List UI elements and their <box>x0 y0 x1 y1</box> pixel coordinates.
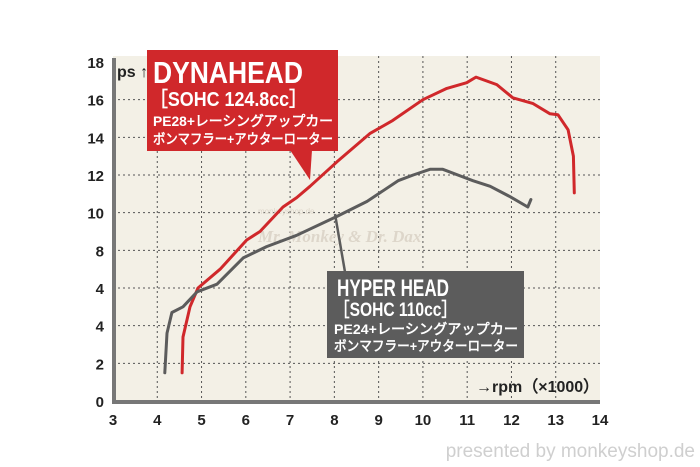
hyperhead-callout: HYPER HEAD ［SOHC 110cc］ PE24+レーシングアップカー … <box>327 213 524 358</box>
hyperhead-line2: ボンマフラー+アウターローター <box>334 338 518 354</box>
dynahead-callout-box <box>147 50 338 151</box>
y-tick-label: 4 <box>96 319 105 336</box>
watermark-presented: presented by monkeyshop.de <box>446 441 695 462</box>
y-axis-label: ps ↑ <box>117 64 148 81</box>
y-tick-label: 18 <box>87 55 104 72</box>
x-tick-label: 9 <box>374 412 382 429</box>
dynahead-line2: ボンマフラー+アウターローター <box>153 131 333 147</box>
x-tick-label: 8 <box>330 412 338 429</box>
x-tick-label: 13 <box>547 412 564 429</box>
watermark-small: monkeyshop.de <box>258 207 315 216</box>
y-tick-label: 0 <box>96 394 104 411</box>
series-line-hyper-head <box>163 167 533 375</box>
x-tick-label: 5 <box>197 412 205 429</box>
dynahead-callout-pointer <box>290 150 312 180</box>
dynahead-spec: ［SOHC 124.8cc］ <box>150 87 307 111</box>
x-axis-label: →rpm（×1000） <box>476 378 599 396</box>
hyperhead-title: HYPER HEAD <box>337 275 449 302</box>
series-lines <box>163 75 576 375</box>
x-tick-label: 7 <box>286 412 294 429</box>
y-tick-label: 12 <box>87 168 104 185</box>
y-tick-label: 10 <box>87 206 104 223</box>
x-tick-label: 14 <box>592 412 609 429</box>
axes <box>112 58 600 404</box>
y-tick-label: 2 <box>96 356 104 373</box>
hyperhead-callout-box <box>327 271 524 358</box>
hyperhead-spec: ［SOHC 110cc］ <box>334 298 457 321</box>
x-tick-label: 4 <box>153 412 162 429</box>
hyperhead-line1: PE24+レーシングアップカー <box>334 321 518 337</box>
y-tick-label: 8 <box>96 243 104 260</box>
dynahead-callout: DYNAHEAD ［SOHC 124.8cc］ PE28+レーシングアップカー … <box>147 50 338 180</box>
y-tick-label: 4 <box>96 281 105 298</box>
dynahead-title: DYNAHEAD <box>153 55 303 90</box>
y-tick-label: 14 <box>87 130 104 147</box>
tick-labels: 3 4 5 6 7 8 9 10 11 12 13 14 0 2 4 4 8 10 12 14 16 18 <box>87 55 609 429</box>
y-tick-label: 16 <box>87 93 104 110</box>
x-tick-label: 10 <box>415 412 432 429</box>
hyperhead-callout-pointer <box>333 213 347 273</box>
x-tick-label: 12 <box>503 412 520 429</box>
x-tick-label: 3 <box>109 412 117 429</box>
x-tick-label: 6 <box>242 412 250 429</box>
series-line-dynahead <box>180 75 576 375</box>
dynahead-line1: PE28+レーシングアップカー <box>153 113 333 129</box>
x-tick-label: 11 <box>459 412 475 429</box>
